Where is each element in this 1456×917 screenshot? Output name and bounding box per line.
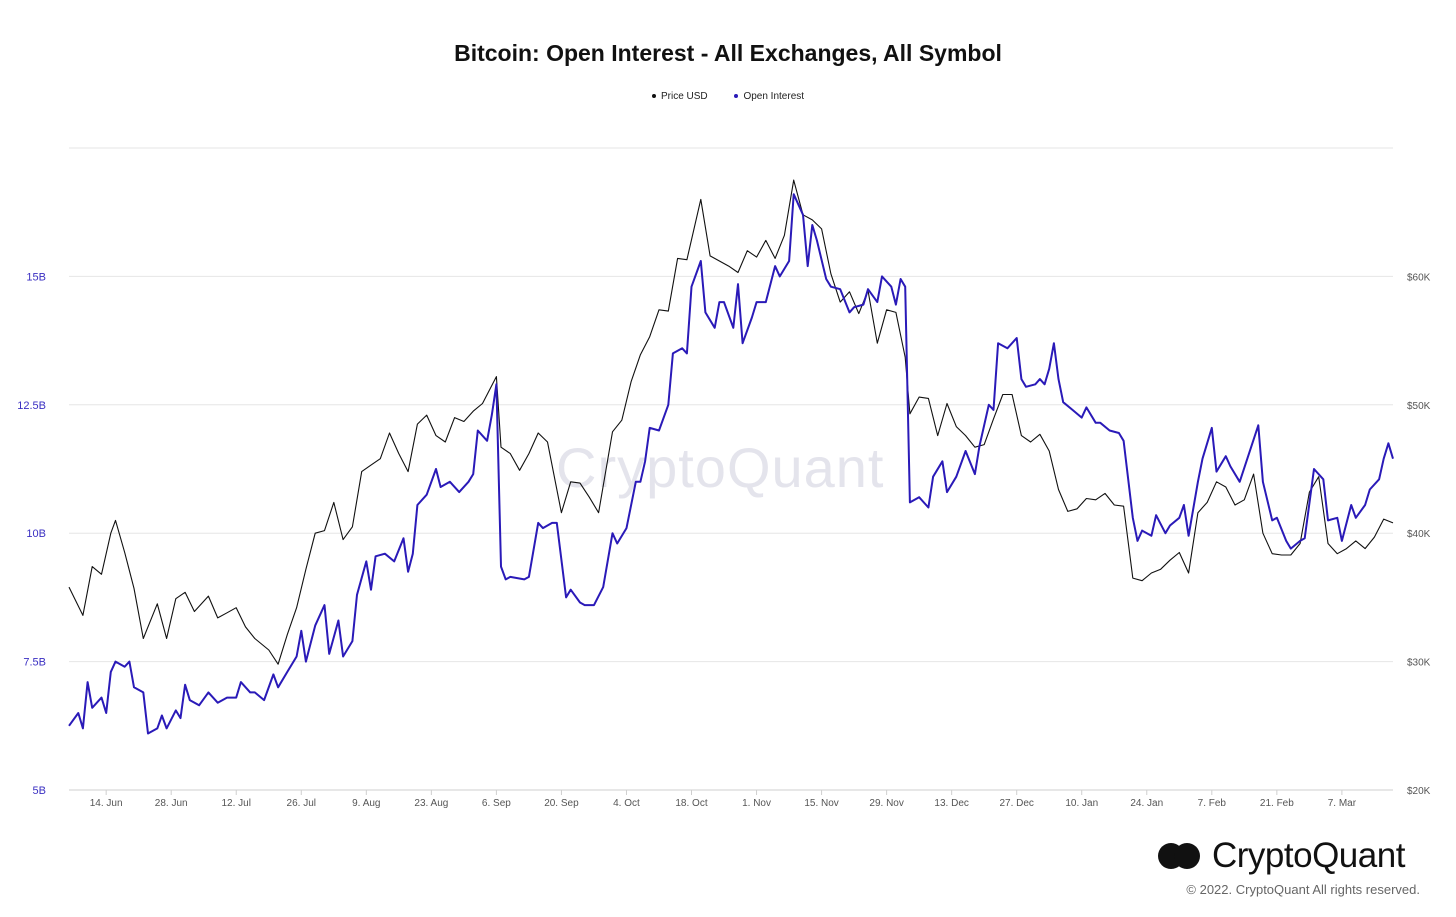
brand-name: CryptoQuant xyxy=(1212,836,1405,875)
copyright: © 2022. CryptoQuant All rights reserved. xyxy=(1186,882,1420,897)
x-axis-tick-label: 14. Jun xyxy=(90,798,123,809)
legend-dot-price xyxy=(651,94,656,99)
legend-label-price: Price USD xyxy=(660,91,708,102)
brand: CryptoQuant xyxy=(1158,836,1405,876)
right-axis-tick-label: $20K xyxy=(1407,786,1431,797)
left-axis-tick-label: 12.5B xyxy=(17,400,46,412)
x-axis-tick-label: 18. Oct xyxy=(675,798,707,809)
x-axis-tick-label: 26. Jul xyxy=(287,798,316,809)
x-axis-tick-label: 21. Feb xyxy=(1260,798,1294,809)
left-axis: 5B 7.5B 10B 12.5B 15B xyxy=(17,271,46,797)
legend-item-price[interactable]: Price USD xyxy=(651,91,708,102)
x-axis-tick-label: 6. Sep xyxy=(482,798,511,809)
chart-title: Bitcoin: Open Interest - All Exchanges, … xyxy=(454,40,1002,66)
cryptoquant-logo-icon xyxy=(1158,841,1200,871)
left-axis-tick-label: 10B xyxy=(26,528,46,540)
x-axis-tick-label: 15. Nov xyxy=(804,798,838,809)
price-usd-line xyxy=(68,179,1394,665)
right-axis-tick-label: $30K xyxy=(1407,658,1431,669)
x-axis-tick-label: 13. Dec xyxy=(934,798,968,809)
legend-dot-open-interest xyxy=(734,94,739,99)
left-axis-tick-label: 15B xyxy=(26,271,46,283)
right-axis: $20K $30K $40K $50K $60K xyxy=(1407,272,1431,797)
x-axis-tick-label: 28. Jun xyxy=(155,798,188,809)
x-axis-tick-label: 27. Dec xyxy=(999,798,1033,809)
watermark: CryptoQuant xyxy=(556,436,885,499)
right-axis-tick-label: $40K xyxy=(1407,529,1431,540)
open-interest-line xyxy=(68,193,1394,735)
x-axis-tick-label: 7. Feb xyxy=(1198,798,1227,809)
legend-label-open-interest: Open Interest xyxy=(743,91,805,102)
x-axis-tick-label: 1. Nov xyxy=(742,798,771,809)
x-axis-tick-label: 20. Sep xyxy=(544,798,579,809)
right-axis-tick-label: $50K xyxy=(1407,401,1431,412)
x-axis: 14. Jun 28. Jun 12. Jul 26. Jul 9. Aug 23. Au… xyxy=(90,790,1357,809)
x-axis-tick-label: 7. Mar xyxy=(1328,798,1357,809)
x-axis-tick-label: 9. Aug xyxy=(352,798,380,809)
x-axis-tick-label: 10. Jan xyxy=(1065,798,1098,809)
left-axis-tick-label: 7.5B xyxy=(23,657,46,669)
x-axis-tick-label: 4. Oct xyxy=(613,798,640,809)
grid-lines xyxy=(69,147,1393,791)
chart-legend: Price USD Open Interest xyxy=(0,91,1456,102)
x-axis-tick-label: 29. Nov xyxy=(869,798,903,809)
x-axis-tick-label: 23. Aug xyxy=(414,798,448,809)
series-layer xyxy=(68,179,1394,735)
right-axis-tick-label: $60K xyxy=(1407,272,1431,283)
legend-item-open-interest[interactable]: Open Interest xyxy=(734,91,804,102)
left-axis-tick-label: 5B xyxy=(33,785,46,797)
x-axis-tick-label: 12. Jul xyxy=(222,798,251,809)
x-axis-tick-label: 24. Jan xyxy=(1130,798,1163,809)
